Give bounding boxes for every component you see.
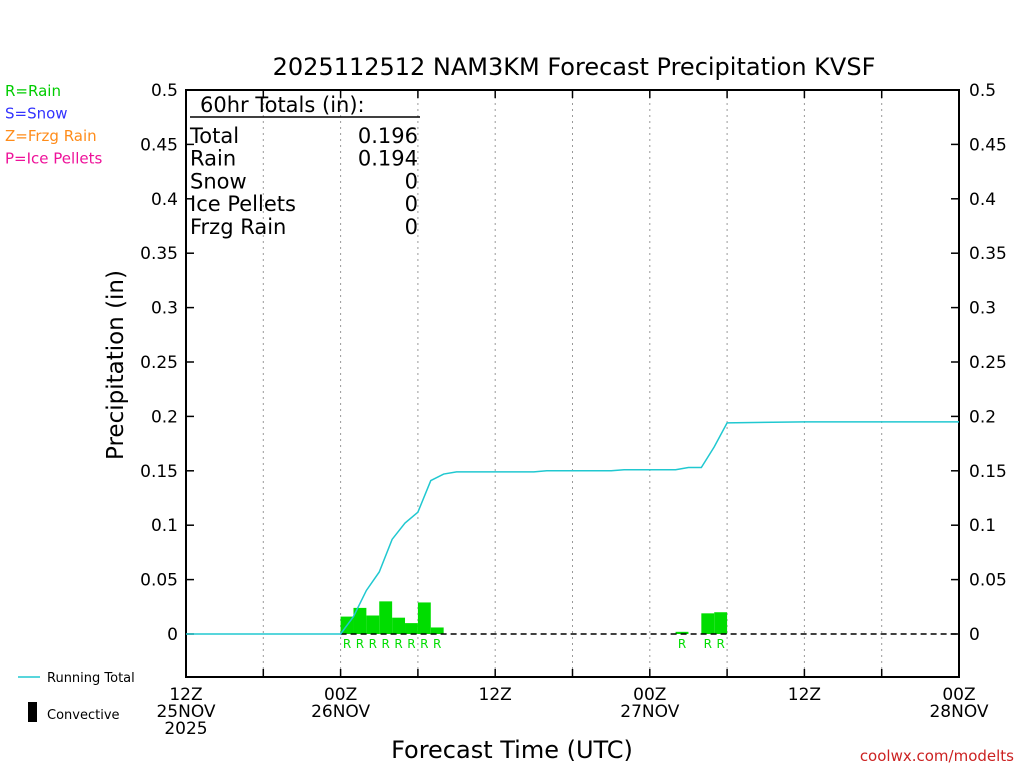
y-tick-label-right: 0.1 (969, 516, 996, 536)
ptype-letter: R (420, 637, 428, 651)
y-tick-label-left: 0.35 (140, 244, 178, 264)
ptype-legend-item: P=Ice Pellets (5, 150, 102, 168)
y-tick-label-left: 0.1 (151, 516, 178, 536)
y-tick-label-right: 0.25 (969, 353, 1007, 373)
y-tick-label-right: 0.45 (969, 135, 1007, 155)
source-credit: coolwx.com/modelts (860, 747, 1014, 765)
convective-legend-label: Convective (47, 708, 120, 723)
x-tick-label: 2025 (164, 719, 207, 739)
x-tick-label: 25NOV (156, 702, 215, 722)
ptype-letter: R (394, 637, 402, 651)
ptype-letter: R (356, 637, 364, 651)
y-tick-label-left: 0.05 (140, 571, 178, 591)
precip-bar (675, 631, 689, 634)
ptype-letter: R (433, 637, 441, 651)
y-tick-label-left: 0.15 (140, 462, 178, 482)
totals-row-value: 0 (405, 192, 418, 216)
x-tick-label: 00Z (633, 685, 666, 705)
y-axis-ticks: 0.5 0.5 0.45 0.45 0.4 0.4 0.35 0.35 0.3 0.3 0.25 0.… (140, 81, 1007, 645)
totals-row-label: Rain (190, 147, 236, 171)
running-total-line (186, 421, 959, 635)
ptype-legend-item: Z=Frzg Rain (5, 127, 97, 145)
y-tick-label-left: 0.2 (151, 407, 178, 427)
ptype-letter: R (407, 637, 415, 651)
y-tick-label-right: 0.15 (969, 462, 1007, 482)
totals-row-label: Snow (190, 169, 247, 193)
y-tick-label-right: 0.3 (969, 299, 996, 319)
ptype-letter: R (369, 637, 377, 651)
y-tick-label-left: 0.4 (151, 190, 178, 210)
x-tick-label: 26NOV (311, 702, 370, 722)
y-tick-label-right: 0.05 (969, 571, 1007, 591)
ptype-letter: R (343, 637, 351, 651)
vertical-grid (262, 91, 883, 676)
precip-bar (430, 627, 444, 634)
precip-bar (405, 623, 418, 634)
convective-legend-swatch (28, 702, 37, 722)
totals-row-value: 0 (405, 169, 418, 193)
x-tick-label: 12Z (479, 685, 512, 705)
y-tick-label-right: 0.2 (969, 407, 996, 427)
y-tick-label-right: 0.35 (969, 244, 1007, 264)
y-tick-label-left: 0 (167, 625, 178, 645)
y-tick-label-left: 0.25 (140, 353, 178, 373)
chart-title: 2025112512 NAM3KM Forecast Precipitation… (273, 53, 876, 81)
precip-bar (417, 602, 431, 634)
y-tick-label-right: 0.5 (969, 81, 996, 101)
ptype-legend-item: S=Snow (5, 105, 68, 123)
precip-bar (379, 601, 393, 634)
totals-row-value: 0.196 (358, 124, 418, 148)
y-axis-label: Precipitation (in) (103, 270, 129, 460)
totals-box: 60hr Totals (in): Total 0.196 Rain 0.194 Sno… (189, 93, 420, 239)
totals-row-value: 0.194 (358, 147, 418, 171)
running-total-legend-label: Running Total (47, 671, 135, 686)
precip-bar (353, 607, 367, 634)
precip-bar (701, 613, 715, 634)
precip-type-legend: R=Rain S=Snow Z=Frzg Rain P=Ice Pellets (5, 82, 102, 168)
precip-bars (340, 601, 728, 634)
precip-bar (392, 617, 406, 634)
y-tick-label-right: 0.4 (969, 190, 996, 210)
ptype-letter: R (716, 637, 724, 651)
precip-bar (714, 612, 728, 634)
ptype-letter: R (382, 637, 390, 651)
totals-heading: 60hr Totals (in): (200, 93, 365, 117)
y-tick-label-left: 0.45 (140, 135, 178, 155)
y-tick-label-left: 0.3 (151, 299, 178, 319)
totals-row-label: Ice Pellets (190, 192, 296, 216)
x-tick-label: 27NOV (620, 702, 679, 722)
x-axis-label: Forecast Time (UTC) (391, 736, 633, 764)
totals-row-value: 0 (405, 215, 418, 239)
plot-frame (185, 89, 960, 678)
precip-bar (366, 615, 380, 634)
x-tick-label: 12Z (788, 685, 821, 705)
ptype-legend-item: R=Rain (5, 82, 61, 100)
ptype-letter: R (704, 637, 712, 651)
y-tick-label-left: 0.5 (151, 81, 178, 101)
x-tick-label: 00Z (324, 685, 357, 705)
totals-row-label: Frzg Rain (190, 215, 286, 239)
x-tick-label: 12Z (169, 685, 202, 705)
x-tick-label: 28NOV (929, 702, 988, 722)
y-tick-label-right: 0 (969, 625, 980, 645)
x-tick-label: 00Z (942, 685, 975, 705)
ptype-letter: R (678, 637, 686, 651)
totals-row-label: Total (189, 124, 239, 148)
